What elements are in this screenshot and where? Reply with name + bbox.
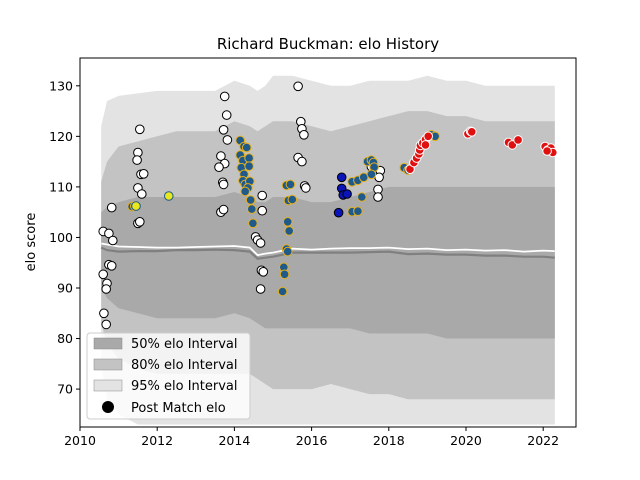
elo-point [240, 186, 250, 197]
legend-swatch-95 [93, 379, 123, 392]
elo-point [336, 172, 347, 183]
elo-point [138, 169, 149, 179]
chart-title: Richard Buckman: elo History [217, 35, 439, 53]
elo-point [293, 81, 303, 92]
x-tick-label: 2016 [296, 433, 328, 448]
y-tick-label: 80 [57, 331, 73, 346]
elo-point [132, 155, 142, 165]
elo-point [279, 269, 290, 280]
y-tick-label: 120 [49, 129, 73, 144]
elo-point [99, 308, 109, 319]
elo-point [135, 217, 145, 227]
elo-point [101, 284, 111, 294]
elo-point [164, 191, 174, 201]
elo-point [108, 235, 118, 246]
x-tick-label: 2014 [218, 433, 250, 448]
x-tick-label: 2022 [527, 433, 559, 448]
elo-point [241, 142, 252, 153]
elo-point [342, 189, 352, 199]
elo-point [244, 161, 254, 171]
elo-point [218, 204, 229, 215]
elo-point [137, 189, 147, 199]
mean-line [101, 242, 555, 257]
elo-point [357, 192, 367, 202]
plot-frame [79, 57, 577, 428]
elo-point [423, 131, 434, 142]
legend-label-80: 80% elo Interval [131, 358, 238, 373]
elo-point [106, 261, 117, 271]
elo-point [542, 146, 552, 156]
elo-point [104, 228, 114, 239]
elo-point [258, 267, 269, 277]
legend-label-95: 95% elo Interval [131, 379, 238, 394]
x-tick-label: 2018 [373, 433, 405, 448]
central-lines [100, 242, 555, 260]
elo-point [513, 135, 523, 145]
elo-point [255, 284, 266, 294]
legend-label-post-match: Post Match elo [131, 401, 226, 416]
elo-point [216, 151, 226, 161]
x-tick-label: 2012 [141, 433, 173, 448]
elo-point [101, 319, 111, 330]
elo-point [245, 195, 256, 205]
y-tick-label: 90 [57, 280, 73, 295]
legend-frame [86, 332, 251, 420]
elo-point [287, 194, 298, 205]
axis-ticks: 2010 2012 2014 2016 2018 2020 2022 70 80 90 100 110… [49, 78, 559, 448]
elo-point [248, 218, 258, 229]
elo-point [373, 192, 383, 202]
elo-point [218, 125, 229, 135]
x-tick-label: 2010 [64, 433, 96, 448]
elo-point [467, 127, 477, 137]
elo-point [135, 124, 145, 135]
elo-point [297, 156, 307, 167]
elo-point [282, 217, 293, 227]
elo-point [420, 140, 431, 150]
y-tick-label: 110 [49, 179, 73, 194]
elo-point [257, 205, 268, 216]
y-tick-label: 130 [49, 78, 73, 93]
y-axis-title: elo score [24, 213, 39, 272]
elo-point [285, 179, 296, 190]
elo-point [221, 110, 232, 120]
elo-point [277, 286, 288, 297]
post-match-points [98, 81, 558, 330]
elo-point [257, 190, 268, 201]
y-tick-label: 100 [49, 230, 73, 245]
elo-point [353, 206, 363, 216]
elo-point [106, 202, 117, 213]
y-tick-label: 70 [57, 382, 73, 397]
elo-point [333, 207, 344, 218]
elo-point [214, 162, 224, 172]
elo-point [366, 169, 377, 180]
legend: 50% elo Interval 80% elo Interval 95% el… [86, 332, 251, 420]
elo-point [219, 91, 230, 102]
legend-swatch-50 [93, 337, 123, 350]
band-50 [101, 186, 555, 339]
elo-point [222, 135, 233, 145]
elo-point [244, 153, 254, 163]
median-line [100, 246, 555, 260]
elo-point [299, 130, 309, 140]
elo-point [284, 226, 295, 236]
elo-point [218, 179, 229, 190]
legend-swatch-80 [93, 358, 123, 371]
elo-point [301, 183, 311, 193]
x-tick-label: 2020 [450, 433, 482, 448]
elo-point [98, 269, 108, 280]
elo-point [131, 201, 141, 211]
elo-point [247, 204, 257, 214]
elo-point [255, 238, 266, 248]
legend-marker-post-match [102, 401, 114, 413]
legend-label-50: 50% elo Interval [131, 337, 238, 352]
elo-point [282, 246, 293, 257]
